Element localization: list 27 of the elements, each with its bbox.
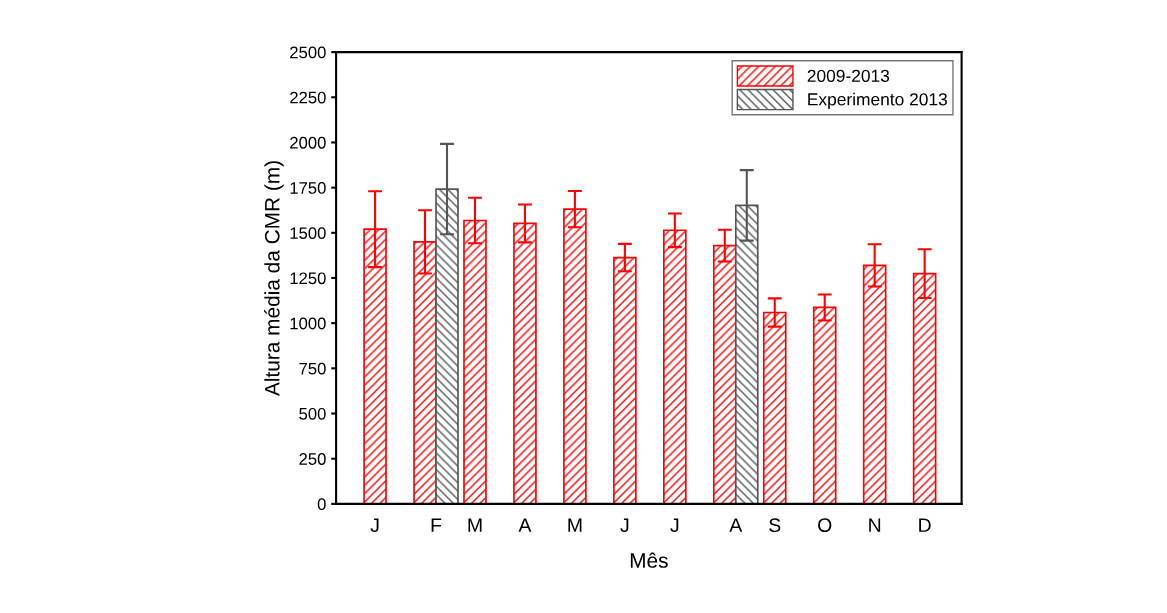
x-tick-label: S bbox=[769, 518, 781, 533]
y-tick-label: 1000 bbox=[290, 317, 326, 330]
x-tick-label: A bbox=[518, 518, 532, 532]
x-tick-label: M bbox=[568, 518, 582, 532]
y-tick-label: 500 bbox=[299, 407, 326, 420]
x-tick-label: D bbox=[919, 518, 931, 532]
y-tick-label: 2000 bbox=[290, 136, 326, 149]
y-tick-label: 0 bbox=[317, 498, 326, 511]
x-tick-label: O bbox=[818, 518, 832, 533]
x-tick-label: J bbox=[620, 518, 629, 533]
y-tick-label: 1250 bbox=[290, 272, 326, 285]
x-tick-label: J bbox=[670, 518, 679, 533]
legend-label: Experimento 2013 bbox=[808, 92, 947, 109]
x-axis-title: Mês bbox=[630, 552, 668, 568]
x-tick-label: M bbox=[468, 518, 482, 532]
legend-label: 2009-2013 bbox=[807, 69, 890, 82]
y-tick-label: 750 bbox=[299, 362, 326, 375]
x-tick-label: J bbox=[370, 518, 379, 533]
y-axis-title: Altura média da CMR (m) bbox=[264, 161, 284, 397]
y-tick-label: 1500 bbox=[290, 227, 326, 240]
x-tick-label: N bbox=[869, 518, 881, 532]
y-tick-label: 2250 bbox=[290, 91, 326, 104]
y-tick-label: 2500 bbox=[290, 46, 326, 59]
x-tick-label: F bbox=[431, 518, 442, 532]
y-tick-label: 1750 bbox=[290, 182, 326, 194]
y-tick-label: 250 bbox=[299, 453, 326, 465]
x-tick-label: A bbox=[729, 518, 743, 532]
